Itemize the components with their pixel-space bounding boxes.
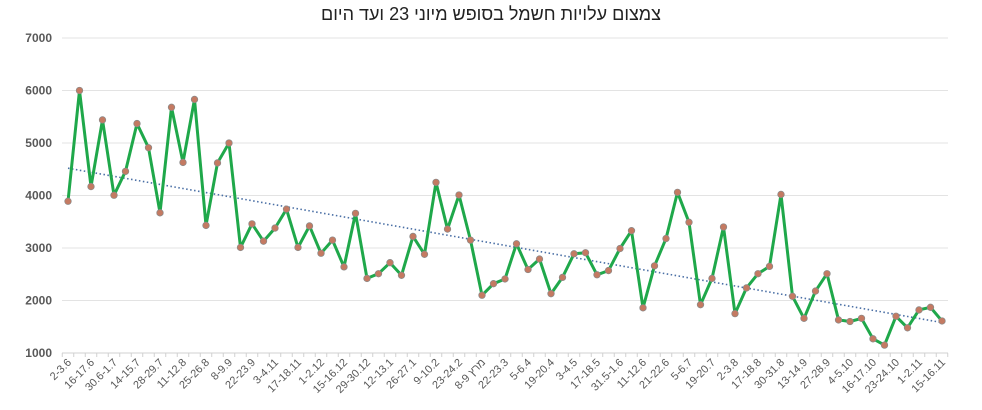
data-point-marker — [259, 237, 268, 245]
data-point-marker — [328, 236, 337, 244]
data-point-marker — [627, 227, 636, 235]
data-point-marker — [547, 290, 555, 298]
data-point-marker — [363, 274, 371, 283]
data-point-marker — [443, 225, 452, 233]
data-point-marker — [190, 95, 199, 104]
data-point-marker — [800, 314, 808, 323]
data-point-marker — [305, 222, 314, 230]
data-point-marker — [248, 220, 256, 228]
gridlines — [62, 37, 948, 354]
y-tick-label: 7000 — [25, 31, 52, 45]
data-point-marker — [639, 304, 647, 312]
data-point-marker — [696, 301, 705, 309]
data-point-marker — [110, 191, 118, 199]
data-point-marker — [880, 341, 889, 349]
data-point-marker — [87, 182, 95, 191]
data-point-marker — [593, 271, 601, 279]
data-point-marker — [282, 205, 291, 213]
data-point-marker — [133, 119, 141, 128]
data-point-marker — [466, 236, 475, 244]
data-point-marker — [202, 221, 210, 230]
y-axis: 1000 2000 3000 4000 5000 6000 7000 — [25, 31, 52, 360]
data-point-marker — [535, 255, 544, 263]
data-point-marker — [788, 292, 797, 300]
data-point-marker — [754, 270, 762, 278]
data-point-marker — [225, 139, 233, 147]
y-tick-label: 5000 — [25, 136, 52, 150]
data-point-marker — [213, 159, 222, 167]
data-point-marker — [673, 188, 682, 197]
data-point-marker — [570, 250, 578, 258]
data-point-marker — [432, 178, 440, 187]
data-point-marker — [834, 316, 843, 324]
y-tick-label: 1000 — [25, 346, 52, 360]
data-point-marker — [489, 280, 498, 288]
data-point-marker — [397, 271, 406, 279]
data-point-marker — [731, 309, 739, 318]
data-point-marker — [386, 259, 394, 267]
data-point-marker — [869, 335, 877, 343]
data-point-marker — [121, 167, 130, 176]
data-point-marker — [892, 312, 900, 320]
data-point-marker — [294, 243, 302, 252]
data-point-marker — [144, 144, 153, 152]
x-axis: 2-3.616-17.630.6-1.714-15.728-29.711-12.… — [48, 353, 949, 396]
data-point-marker — [685, 218, 693, 226]
data-point-marker — [765, 262, 774, 271]
data-point-marker — [604, 266, 613, 275]
series-line — [66, 89, 944, 347]
data-point-marker — [742, 284, 751, 292]
data-point-marker — [351, 209, 360, 218]
data-point-marker — [409, 232, 417, 241]
data-point-marker — [719, 223, 728, 231]
data-point-marker — [857, 314, 866, 323]
data-point-marker — [926, 303, 935, 311]
chart-title: צמצום עלויות חשמל בסופש מיוני 23 ועד היו… — [321, 4, 661, 24]
data-point-marker — [616, 244, 624, 253]
y-tick-label: 4000 — [25, 189, 52, 203]
data-point-marker — [501, 275, 509, 283]
data-point-marker — [271, 224, 279, 232]
data-point-marker — [938, 317, 946, 325]
data-point-marker — [156, 209, 164, 217]
data-point-marker — [179, 158, 187, 167]
data-point-marker — [903, 324, 912, 332]
data-point-marker — [777, 190, 785, 199]
y-tick-label: 6000 — [25, 84, 52, 98]
data-point-marker — [167, 103, 176, 111]
data-point-marker — [75, 86, 84, 95]
data-point-marker — [236, 243, 245, 252]
data-point-marker — [915, 306, 923, 314]
data-point-marker — [64, 197, 72, 205]
data-point-marker — [823, 270, 831, 278]
data-point-marker — [317, 249, 325, 257]
data-point-marker — [524, 265, 532, 274]
data-point-marker — [374, 270, 383, 278]
data-point-marker — [558, 273, 567, 282]
data-series — [64, 86, 946, 349]
data-point-marker — [846, 317, 854, 326]
y-tick-label: 3000 — [25, 241, 52, 255]
data-point-marker — [581, 249, 590, 257]
data-point-marker — [708, 274, 716, 283]
data-point-marker — [478, 291, 486, 299]
data-point-marker — [811, 287, 820, 295]
data-point-marker — [340, 263, 348, 271]
data-point-marker — [512, 240, 521, 248]
data-point-marker — [650, 262, 659, 270]
data-point-marker — [98, 116, 107, 124]
data-point-marker — [420, 250, 429, 258]
y-tick-label: 2000 — [25, 294, 52, 308]
data-point-marker — [455, 191, 463, 199]
data-point-marker — [662, 234, 670, 243]
